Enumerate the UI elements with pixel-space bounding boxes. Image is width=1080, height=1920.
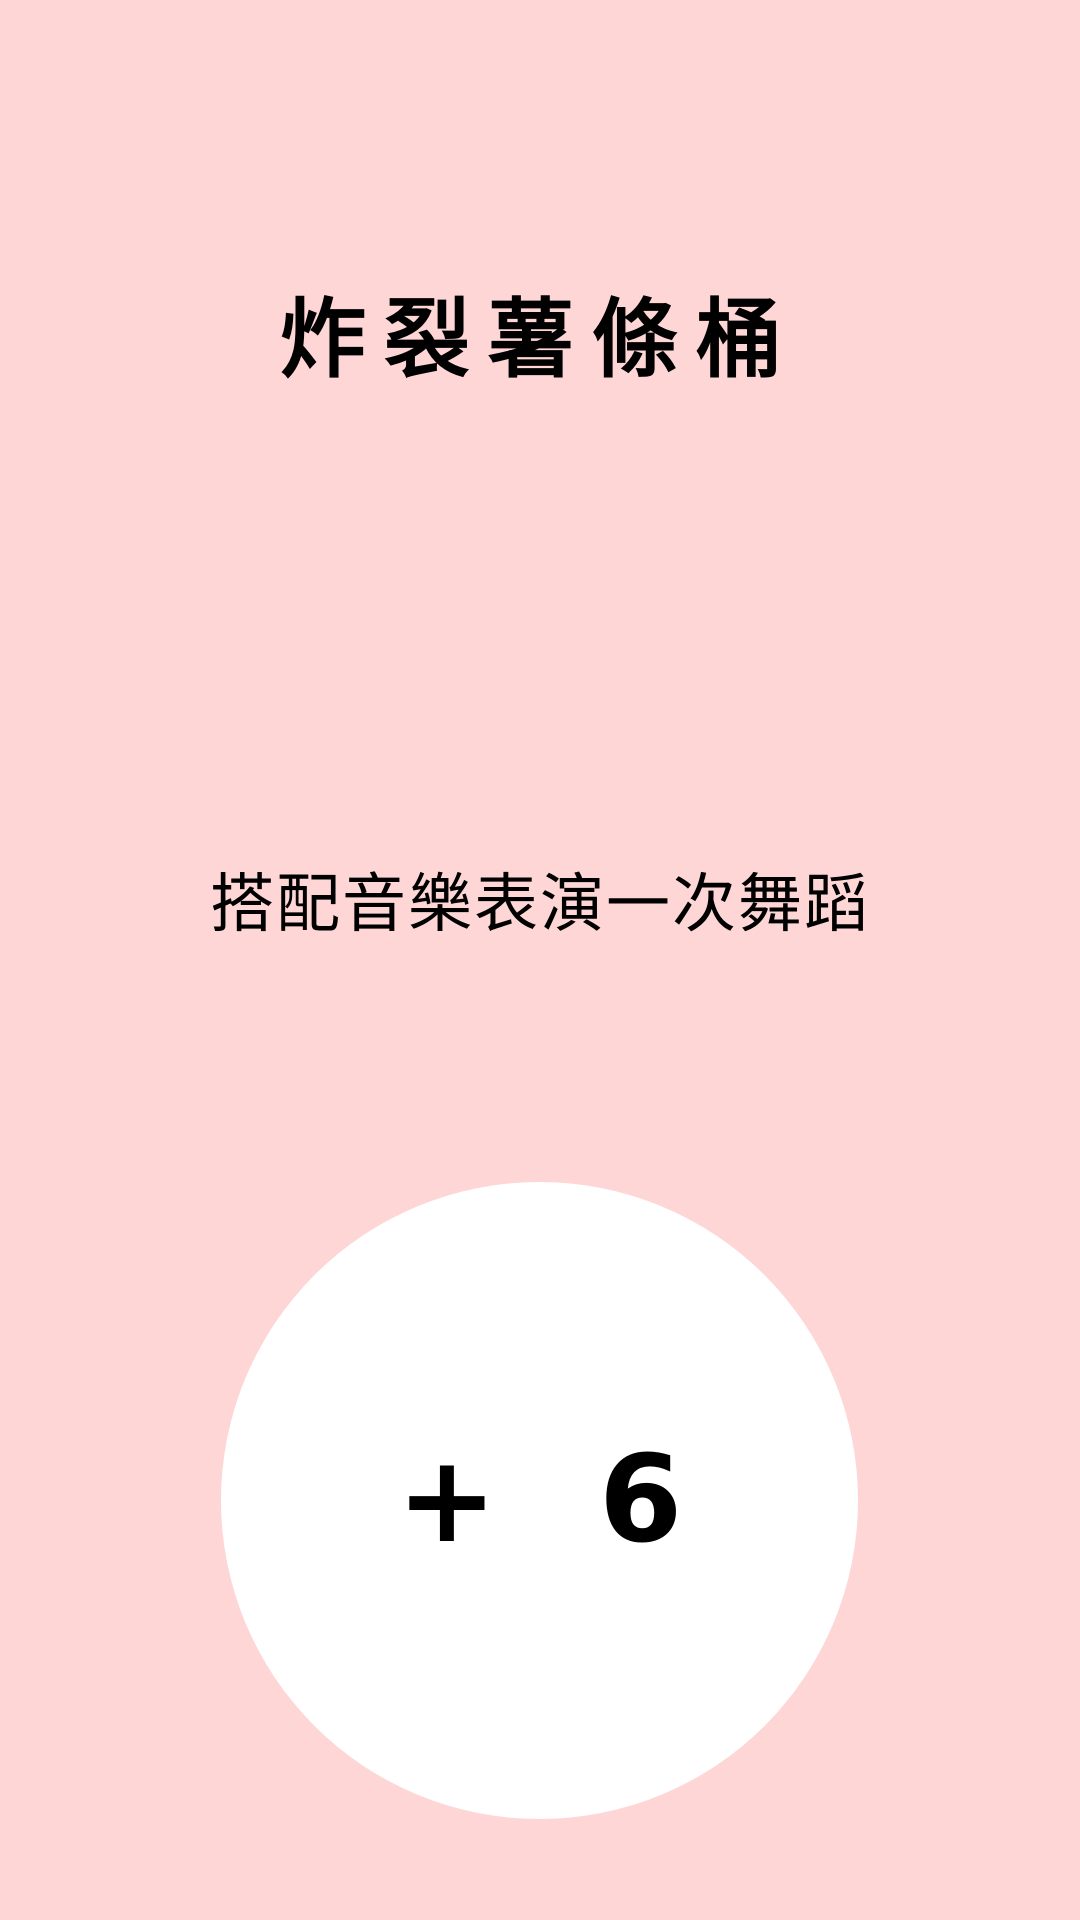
card-instruction: 搭配音樂表演一次舞蹈 (210, 868, 870, 942)
score-button[interactable]: + 6 (221, 1182, 858, 1819)
card-title: 炸裂薯條桶 (280, 290, 800, 390)
score-value: + 6 (396, 1430, 713, 1570)
